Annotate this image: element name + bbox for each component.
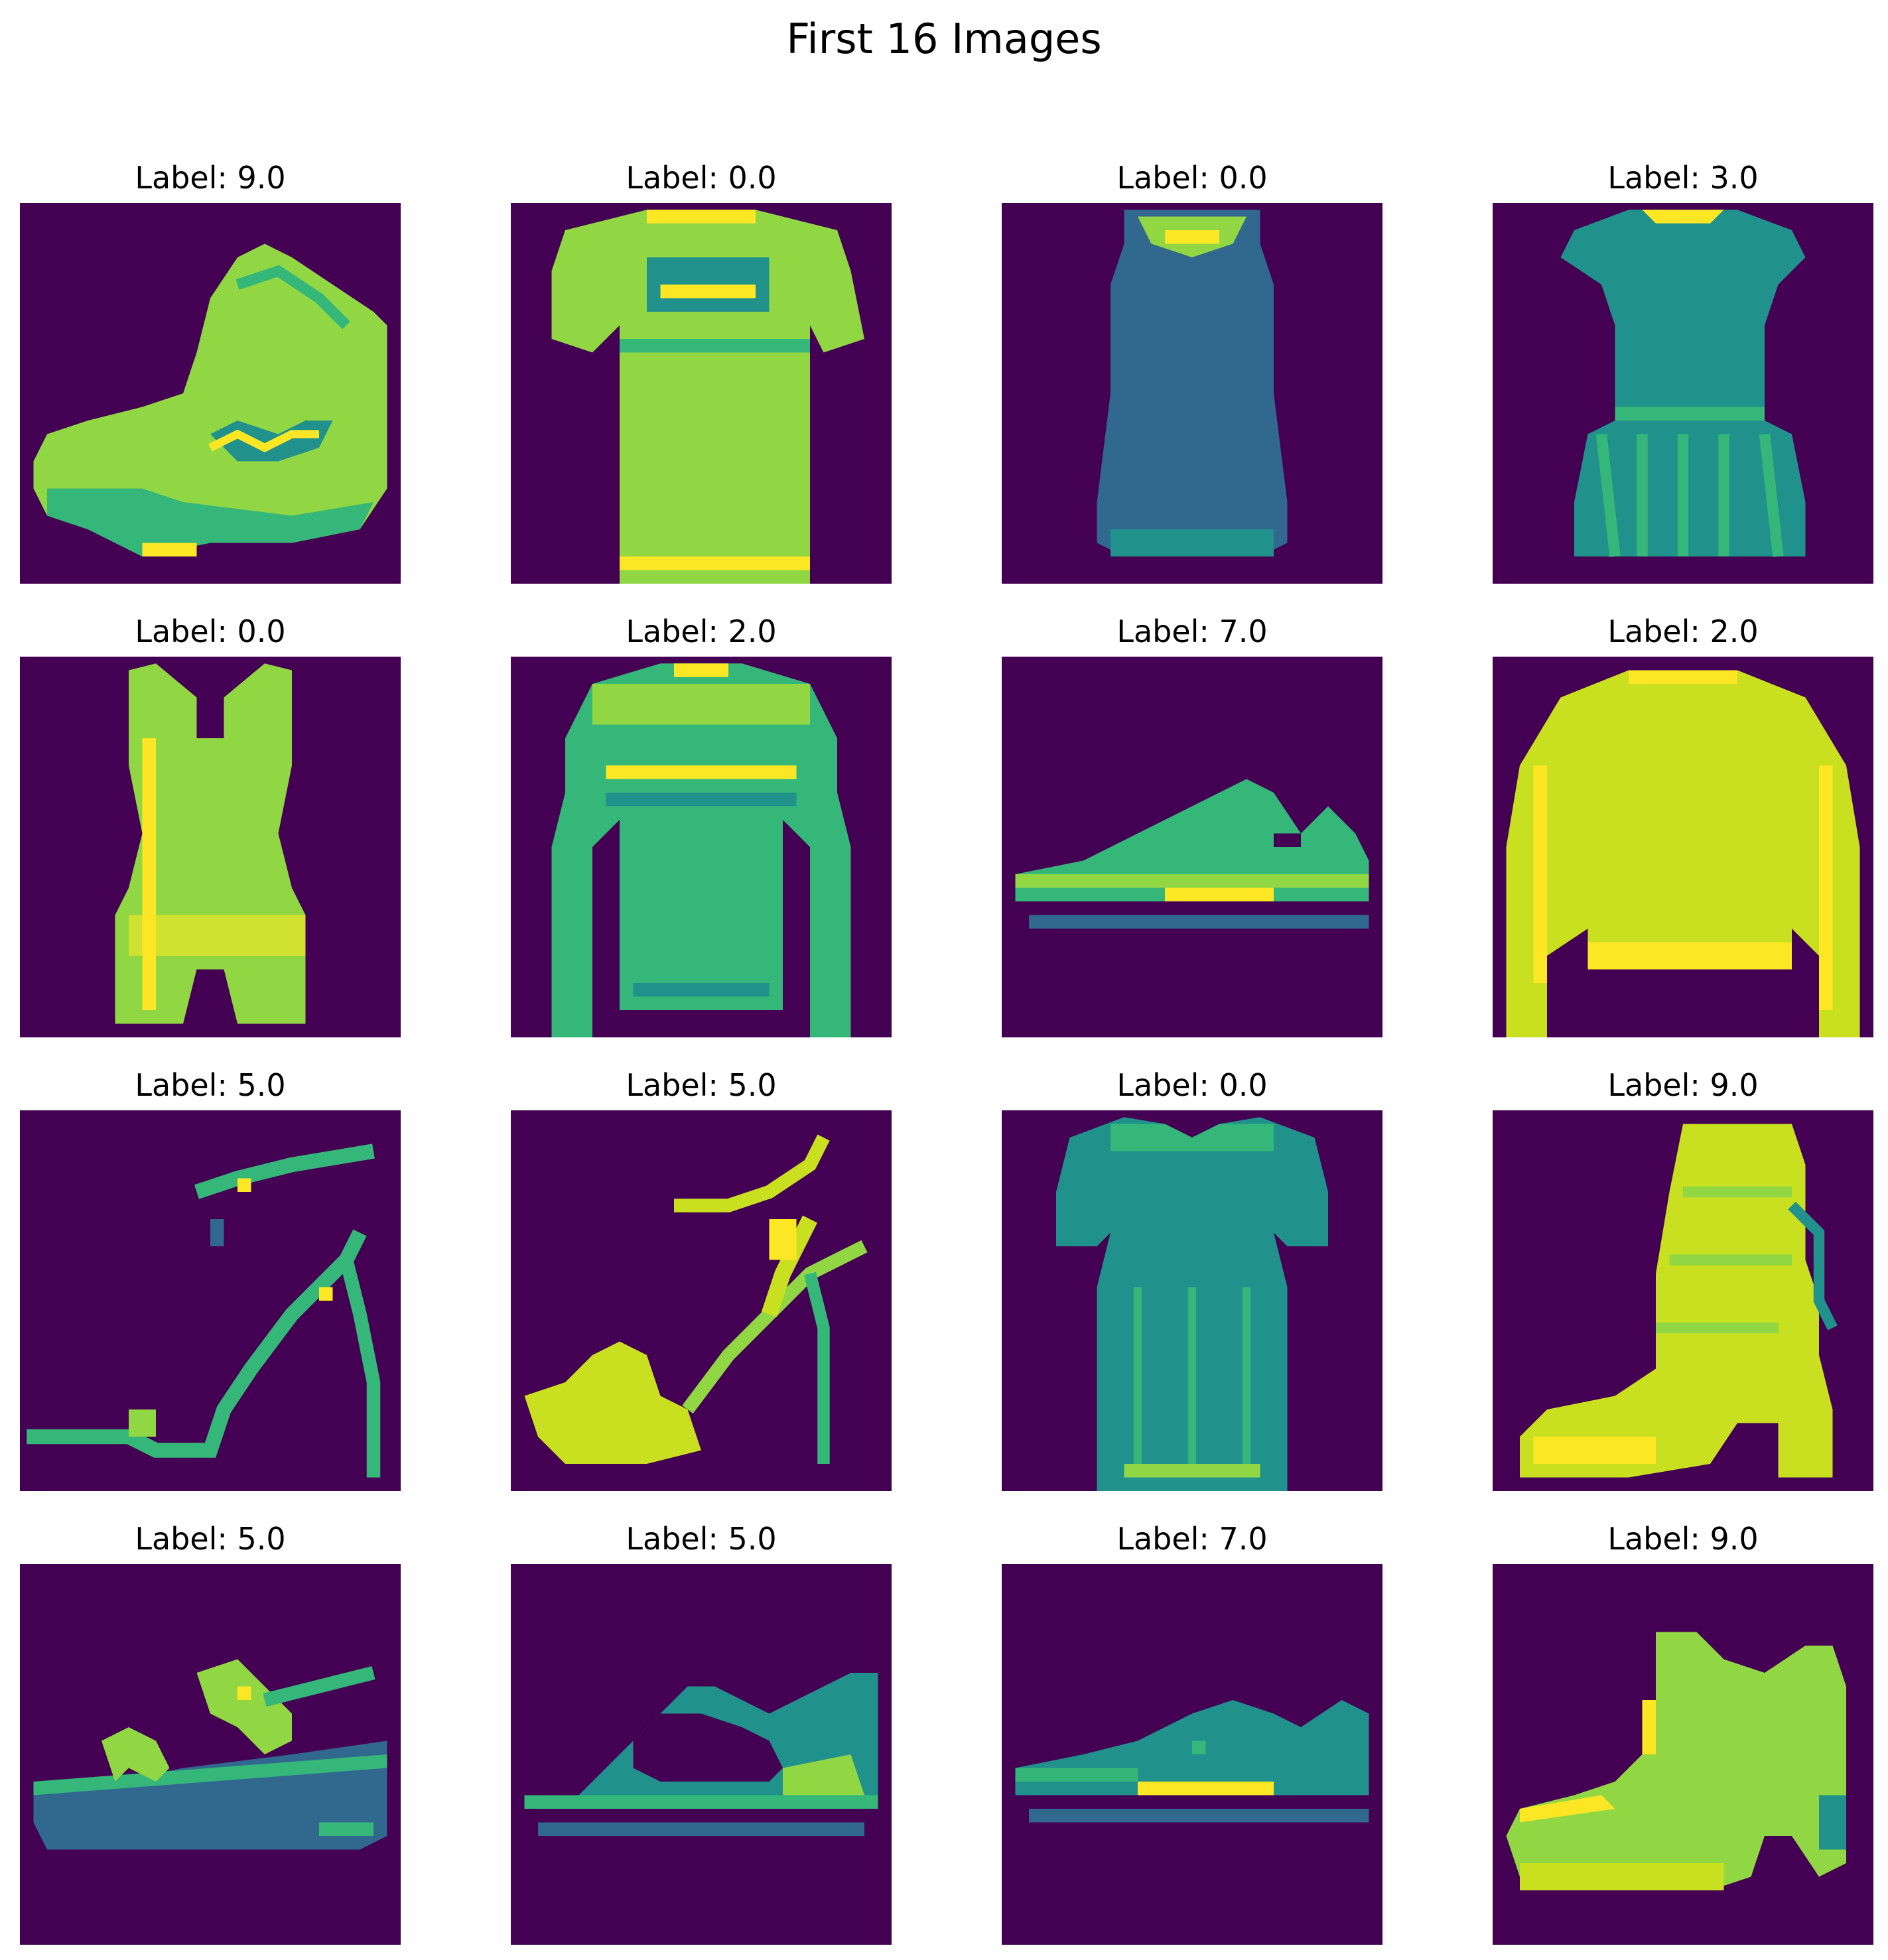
ankle-boot-image [1493,1564,1873,1945]
panel-label: Label: 2.0 [626,614,777,649]
panel-label: Label: 9.0 [1607,1067,1759,1103]
panel-label: Label: 2.0 [1607,614,1759,649]
high-heel-sandal-image [511,1110,892,1491]
sneaker-image [1002,657,1382,1037]
ankle-boot-image [1493,1110,1873,1491]
panel-label: Label: 0.0 [1116,160,1268,196]
ankle-boot-image [20,203,401,584]
sneaker-image [1002,1564,1382,1945]
platform-sandal-image [20,1564,401,1945]
panel-label: Label: 0.0 [135,614,286,649]
pullover-image [1493,657,1873,1037]
panel-label: Label: 5.0 [626,1067,777,1103]
panel-label: Label: 7.0 [1116,614,1268,649]
t-shirt-image [1002,1110,1382,1491]
panel-label: Label: 9.0 [135,160,286,196]
pullover-image [511,657,892,1037]
panel-label: Label: 5.0 [135,1067,286,1103]
panel-label: Label: 0.0 [626,160,777,196]
tank-top-image [20,657,401,1037]
sandal-image [511,1564,892,1945]
panel-label: Label: 9.0 [1607,1521,1759,1557]
t-shirt-image [511,203,892,584]
panel-label: Label: 0.0 [1116,1067,1268,1103]
panel-label: Label: 5.0 [626,1521,777,1557]
high-heel-sandal-image [20,1110,401,1491]
tank-top-image [1002,203,1382,584]
figure-title: First 16 Images [786,15,1102,63]
panel-label: Label: 7.0 [1116,1521,1268,1557]
dress-image [1493,203,1873,584]
panel-label: Label: 3.0 [1607,160,1759,196]
panel-label: Label: 5.0 [135,1521,286,1557]
